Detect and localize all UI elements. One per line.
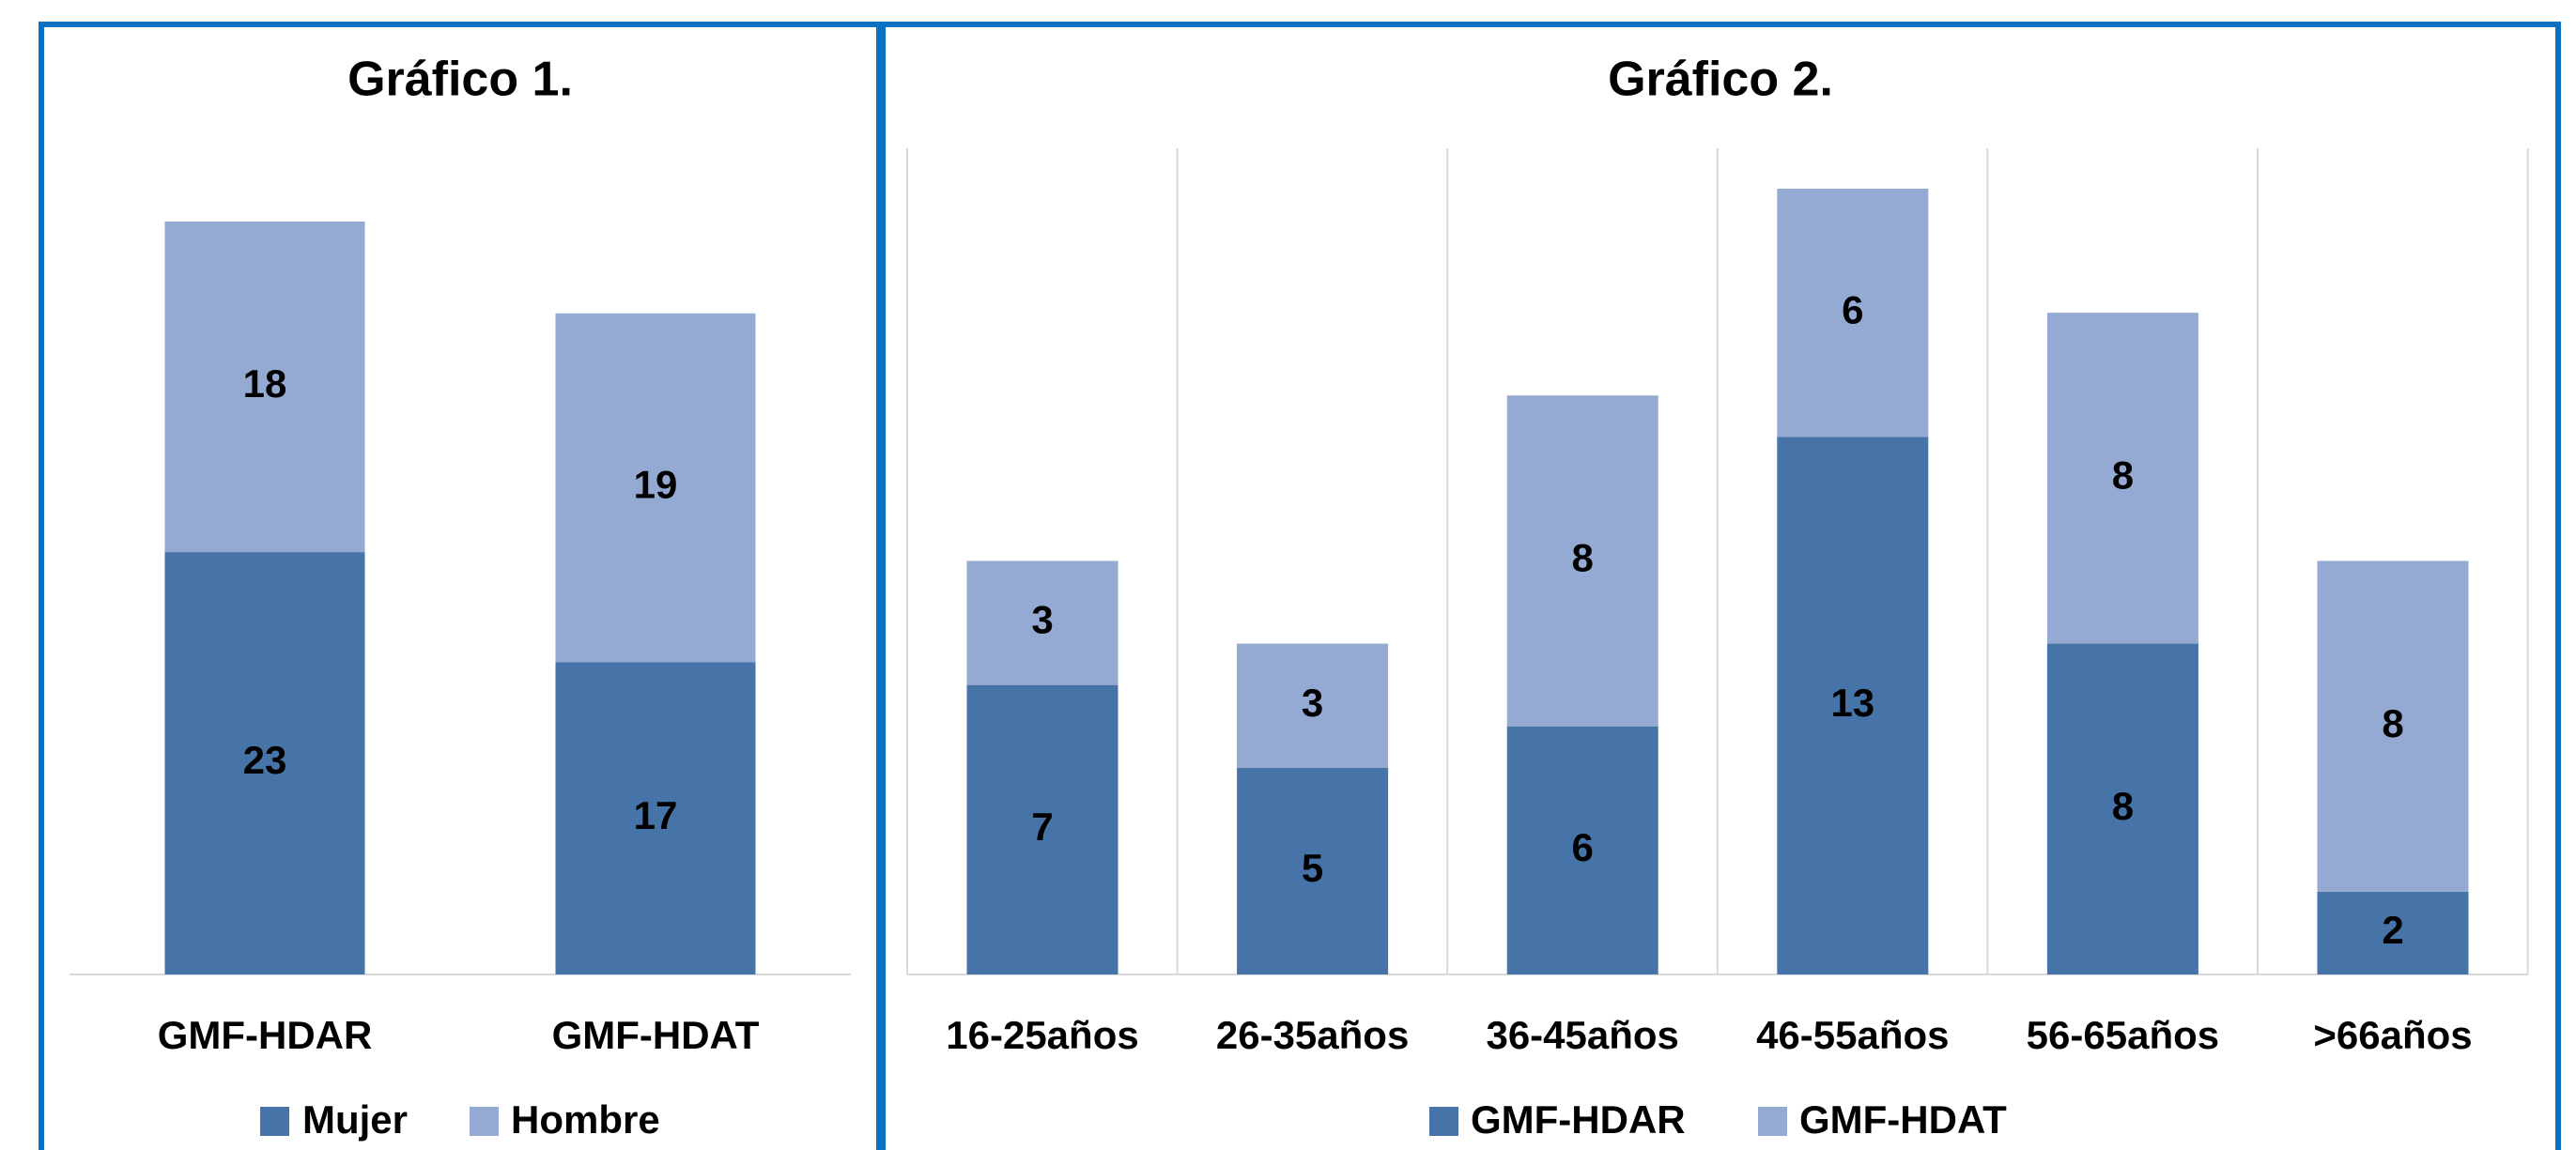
legend-label: Hombre bbox=[511, 1097, 660, 1142]
data-label: 13 bbox=[1830, 681, 1874, 725]
x-tick-label: GMF-HDAT bbox=[552, 1013, 760, 1057]
legend-label: Mujer bbox=[302, 1097, 408, 1142]
bar-segment bbox=[2317, 560, 2469, 892]
data-label: 23 bbox=[243, 738, 287, 782]
bar-segment bbox=[2046, 313, 2198, 644]
bar-segment bbox=[1506, 726, 1658, 974]
bar-segment bbox=[1237, 643, 1389, 768]
x-tick-label: 46-55años bbox=[1756, 1013, 1949, 1057]
data-label: 17 bbox=[634, 793, 678, 837]
legend-swatch bbox=[260, 1107, 289, 1136]
data-label: 8 bbox=[2112, 784, 2134, 828]
data-label: 8 bbox=[2382, 701, 2403, 745]
bar-segment bbox=[555, 313, 756, 663]
chart-title: Gráfico 1. bbox=[347, 53, 573, 107]
chart-frame bbox=[880, 22, 2561, 1150]
bar-segment bbox=[555, 662, 756, 974]
chart-frame bbox=[39, 22, 882, 1150]
bar-segment bbox=[1506, 395, 1658, 727]
x-tick-label: 36-45años bbox=[1486, 1013, 1678, 1057]
data-label: 8 bbox=[2112, 452, 2134, 497]
data-label: 3 bbox=[1302, 681, 1323, 725]
data-label: 18 bbox=[243, 361, 287, 406]
bar-segment bbox=[164, 222, 365, 553]
data-label: 8 bbox=[1572, 536, 1594, 580]
x-tick-label: 26-35años bbox=[1216, 1013, 1409, 1057]
bar-segment bbox=[966, 560, 1118, 685]
data-label: 2 bbox=[2382, 908, 2403, 952]
bar-segment bbox=[164, 552, 365, 974]
x-tick-label: >66años bbox=[2313, 1013, 2472, 1057]
data-label: 6 bbox=[1842, 287, 1863, 331]
data-label: 5 bbox=[1302, 846, 1323, 890]
legend-swatch bbox=[1758, 1107, 1787, 1136]
x-tick-label: 16-25años bbox=[946, 1013, 1138, 1057]
legend-swatch bbox=[470, 1107, 499, 1136]
bar-segment bbox=[2317, 891, 2469, 974]
bar-segment bbox=[2046, 643, 2198, 974]
x-tick-label: GMF-HDAR bbox=[158, 1013, 373, 1057]
legend-swatch bbox=[1429, 1107, 1458, 1136]
data-label: 3 bbox=[1031, 598, 1053, 642]
data-label: 6 bbox=[1572, 825, 1594, 869]
data-label: 7 bbox=[1031, 805, 1053, 849]
chart-title: Gráfico 2. bbox=[1608, 53, 1833, 107]
x-tick-label: 56-65años bbox=[2027, 1013, 2219, 1057]
bar-segment bbox=[1777, 189, 1929, 437]
legend-label: GMF-HDAR bbox=[1471, 1097, 1686, 1142]
bar-segment bbox=[1237, 767, 1389, 974]
legend-label: GMF-HDAT bbox=[1799, 1097, 2007, 1142]
bar-segment bbox=[966, 684, 1118, 974]
data-label: 19 bbox=[634, 463, 678, 507]
bar-segment bbox=[1777, 437, 1929, 974]
